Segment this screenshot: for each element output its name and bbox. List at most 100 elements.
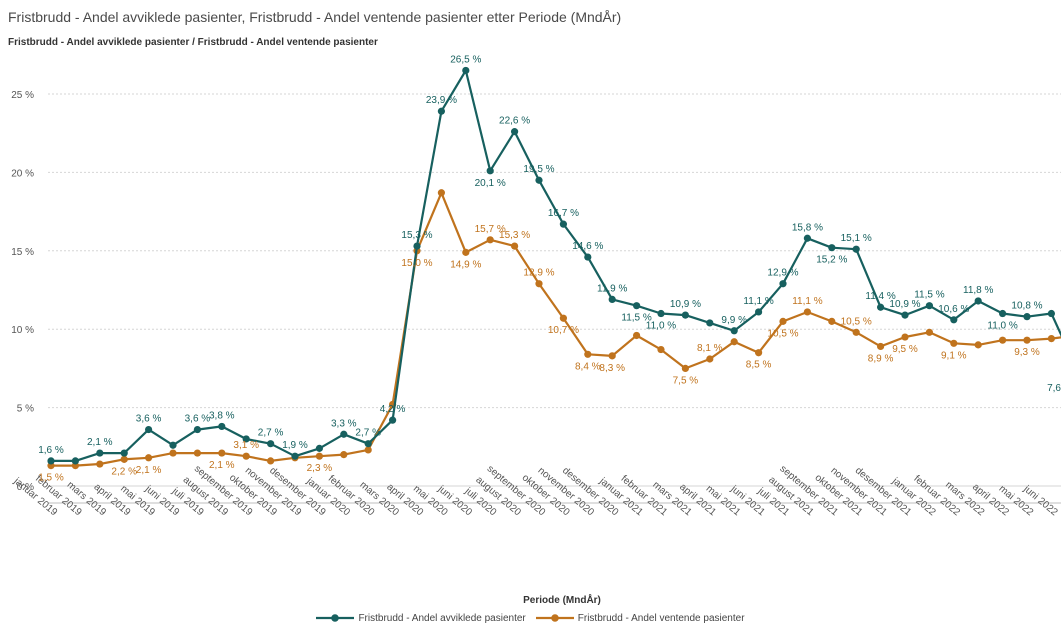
data-label: 14,6 % <box>572 241 603 252</box>
data-label: 9,5 % <box>892 344 918 355</box>
data-point[interactable] <box>730 327 738 335</box>
data-label: 15,7 % <box>475 224 506 235</box>
data-point[interactable] <box>803 234 812 242</box>
data-point[interactable] <box>120 455 128 463</box>
data-point[interactable] <box>145 425 153 434</box>
data-point[interactable] <box>510 242 519 250</box>
data-point[interactable] <box>437 107 445 115</box>
legend-item-1[interactable]: Fristbrudd - Andel avviklede pasienter <box>316 613 526 624</box>
data-label: 3,8 % <box>209 410 235 421</box>
data-point[interactable] <box>242 435 250 443</box>
data-point[interactable] <box>193 449 201 457</box>
data-point[interactable] <box>755 349 763 357</box>
data-point[interactable] <box>779 317 787 325</box>
data-point[interactable] <box>267 457 275 465</box>
data-point[interactable] <box>901 311 909 319</box>
data-point[interactable] <box>730 338 738 346</box>
data-point[interactable] <box>267 440 275 448</box>
data-label: 3,3 % <box>331 418 357 429</box>
data-point[interactable] <box>925 302 934 310</box>
data-label: 10,5 % <box>767 328 798 339</box>
data-point[interactable] <box>803 308 812 316</box>
data-point[interactable] <box>999 309 1007 318</box>
data-point[interactable] <box>315 452 323 460</box>
data-point[interactable] <box>486 167 494 175</box>
data-point[interactable] <box>510 128 519 136</box>
data-point[interactable] <box>877 342 885 351</box>
data-point[interactable] <box>437 189 445 197</box>
data-point[interactable] <box>974 341 982 349</box>
data-point[interactable] <box>486 236 494 244</box>
data-point[interactable] <box>193 425 201 434</box>
data-point[interactable] <box>608 352 616 360</box>
data-point[interactable] <box>828 244 836 252</box>
data-point[interactable] <box>218 449 226 457</box>
data-point[interactable] <box>218 422 226 431</box>
data-point[interactable] <box>315 444 323 452</box>
data-point[interactable] <box>681 311 690 319</box>
data-point[interactable] <box>169 449 177 457</box>
data-point[interactable] <box>1023 336 1031 344</box>
data-point[interactable] <box>169 441 177 449</box>
data-point[interactable] <box>1047 309 1055 318</box>
data-point[interactable] <box>779 280 787 288</box>
data-point[interactable] <box>999 336 1007 344</box>
data-label: 11,1 % <box>792 296 822 307</box>
data-point[interactable] <box>584 350 592 358</box>
data-point[interactable] <box>535 176 543 184</box>
legend-label: Fristbrudd - Andel avviklede pasienter <box>358 613 526 624</box>
data-point[interactable] <box>1023 313 1031 321</box>
data-point[interactable] <box>852 328 860 336</box>
data-point[interactable] <box>584 253 592 261</box>
data-point[interactable] <box>755 308 763 316</box>
data-point[interactable] <box>559 314 568 322</box>
data-point[interactable] <box>852 245 860 253</box>
data-point[interactable] <box>828 317 836 325</box>
data-label: 15,8 % <box>792 222 823 233</box>
data-point[interactable] <box>706 319 714 327</box>
legend-swatch <box>316 614 355 623</box>
data-point[interactable] <box>120 449 128 457</box>
line-chart: 0 %5 %10 %15 %20 %25 %januar 2019februar… <box>11 54 1061 606</box>
data-point[interactable] <box>96 460 104 468</box>
data-point[interactable] <box>364 440 372 448</box>
data-point[interactable] <box>462 248 470 256</box>
data-point[interactable] <box>901 333 909 341</box>
data-point[interactable] <box>657 345 665 354</box>
data-label: 9,3 % <box>1014 347 1040 358</box>
data-point[interactable] <box>974 297 982 305</box>
data-point[interactable] <box>633 331 641 340</box>
data-point[interactable] <box>925 328 934 336</box>
data-point[interactable] <box>657 309 665 318</box>
data-point[interactable] <box>291 452 299 460</box>
data-point[interactable] <box>71 457 79 465</box>
data-point[interactable] <box>608 295 616 304</box>
data-point[interactable] <box>242 452 250 460</box>
data-label: 15,1 % <box>841 233 872 244</box>
legend-item-2[interactable]: Fristbrudd - Andel ventende pasienter <box>535 613 745 624</box>
data-point[interactable] <box>706 355 714 363</box>
data-label: 10,9 % <box>889 299 920 310</box>
data-point[interactable] <box>389 416 397 424</box>
data-label: 11,5 % <box>914 290 944 301</box>
data-point[interactable] <box>559 220 568 228</box>
data-point[interactable] <box>950 316 958 324</box>
data-point[interactable] <box>96 449 104 457</box>
data-point[interactable] <box>145 454 153 462</box>
data-label: 2,1 % <box>87 437 113 448</box>
data-point[interactable] <box>462 66 470 75</box>
data-point[interactable] <box>950 339 958 347</box>
data-label: 3,1 % <box>233 440 259 451</box>
data-point[interactable] <box>340 430 348 438</box>
data-point[interactable] <box>47 457 55 465</box>
data-point[interactable] <box>877 303 885 311</box>
data-point[interactable] <box>364 446 372 454</box>
data-point[interactable] <box>340 451 348 459</box>
data-point[interactable] <box>633 302 641 310</box>
chart-subtitle: Fristbrudd - Andel avviklede pasienter /… <box>8 37 378 48</box>
data-point[interactable] <box>1047 335 1055 343</box>
data-point[interactable] <box>535 280 543 288</box>
data-label: 2,7 % <box>258 428 284 439</box>
data-point[interactable] <box>413 242 421 250</box>
data-point[interactable] <box>681 364 690 372</box>
